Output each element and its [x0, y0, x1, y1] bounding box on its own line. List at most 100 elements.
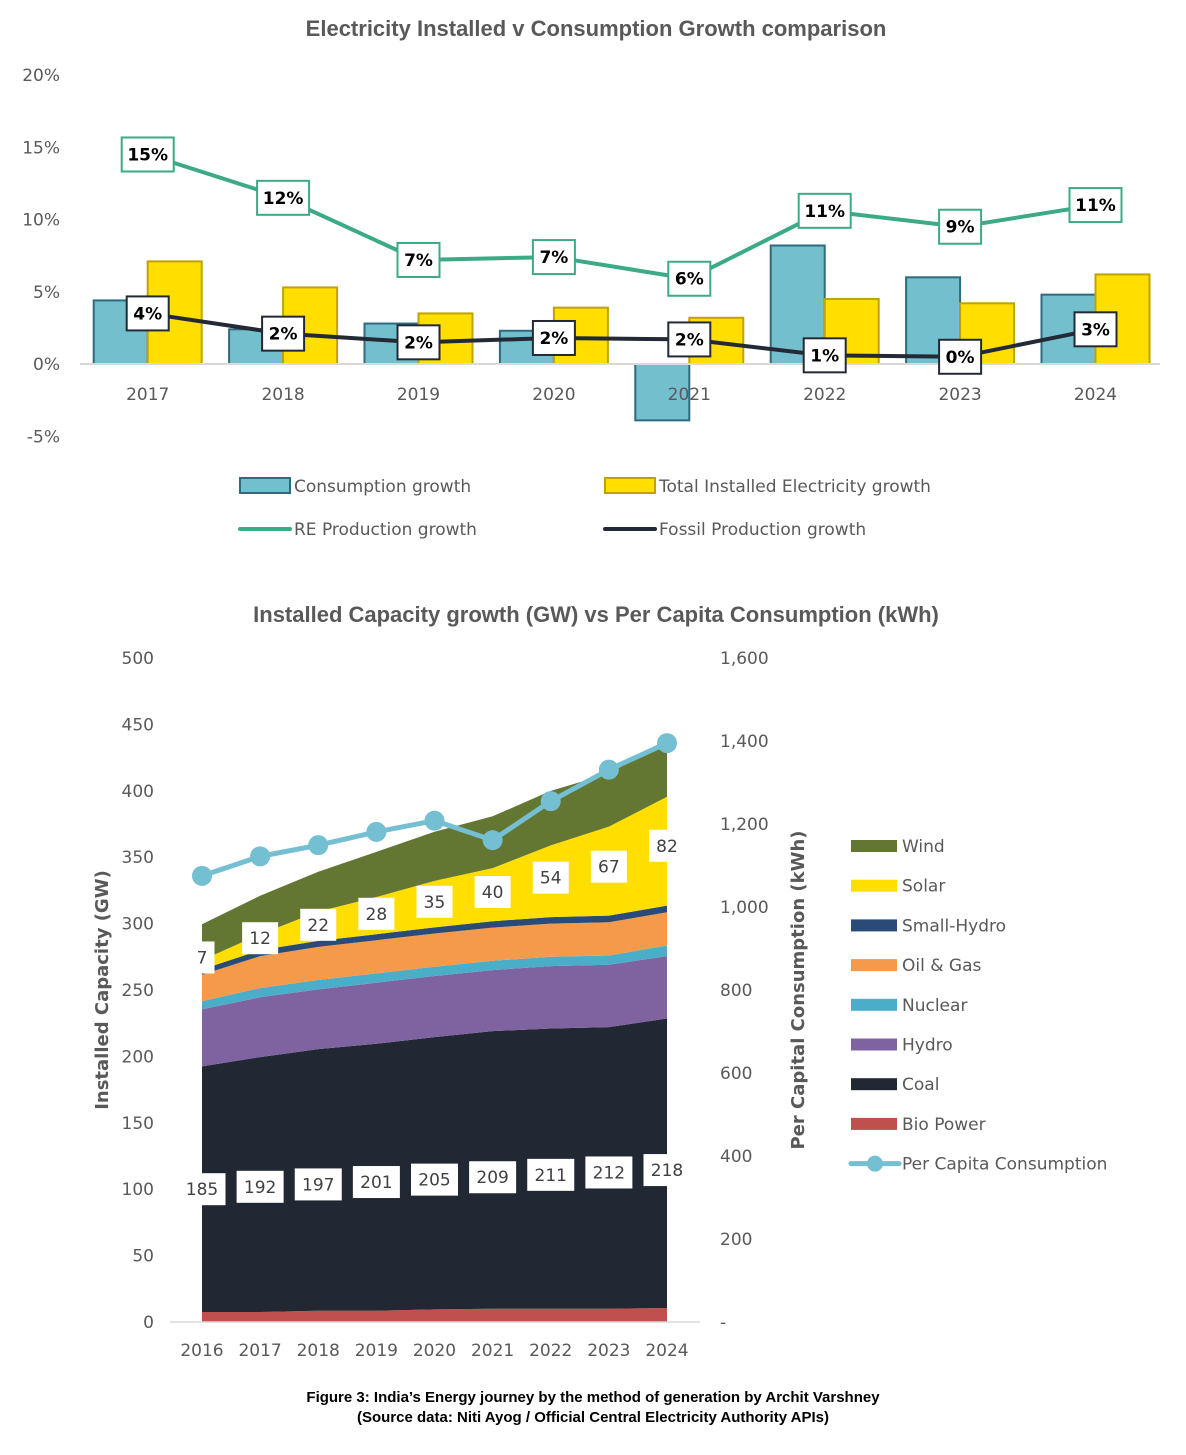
data-label-box	[649, 829, 685, 862]
legend-item-bio-power[interactable]: Bio Power	[851, 1115, 986, 1135]
y-tick-label: 5%	[33, 283, 60, 303]
data-label-box	[236, 1170, 284, 1203]
legend-label: RE Production growth	[294, 520, 477, 540]
data-label-re-production-growth: 6%	[675, 270, 704, 290]
data-label-solar: 22	[307, 916, 329, 936]
legend-label: Coal	[902, 1075, 939, 1095]
x-tick-label: 2018	[261, 385, 304, 405]
x-tick-label: 2023	[938, 385, 981, 405]
per-capita-point	[540, 791, 561, 812]
legend-swatch	[851, 998, 897, 1011]
x-tick-label: 2021	[668, 385, 711, 405]
area-oil-gas	[202, 912, 667, 1002]
y2-tick-label: 600	[720, 1064, 752, 1084]
y2-tick-label: 1,200	[720, 815, 769, 835]
legend-item-fossil-production-growth[interactable]: Fossil Production growth	[603, 520, 866, 540]
legend-item-per-capita-consumption[interactable]: Per Capita Consumption	[848, 1155, 1107, 1175]
per-capita-point	[598, 759, 619, 780]
data-label-box	[294, 1168, 342, 1201]
x-tick-label: 2023	[587, 1341, 630, 1361]
data-label-fossil-production-growth: 4%	[133, 304, 162, 324]
area-hydro	[202, 956, 667, 1067]
y-tick-label: 15%	[22, 138, 60, 158]
legend-swatch	[851, 1078, 897, 1091]
data-label-solar: 12	[249, 929, 271, 949]
y2-tick-label: 800	[720, 981, 752, 1001]
data-label-box	[300, 908, 337, 941]
data-label-fossil-production-growth: 1%	[810, 346, 839, 366]
data-label-fossil-production-growth: 2%	[675, 330, 704, 350]
data-label-fossil-production-growth: 2%	[404, 333, 433, 353]
per-capita-point	[424, 810, 445, 831]
y-tick-label: 250	[122, 981, 154, 1001]
data-label-coal: 211	[535, 1166, 567, 1186]
data-label-re-production-growth: 11%	[804, 202, 845, 222]
data-label-box	[120, 136, 175, 173]
x-tick-label: 2020	[532, 385, 575, 405]
data-label-box	[667, 260, 712, 297]
data-label-box	[590, 850, 627, 883]
legend-label: Wind	[902, 837, 945, 857]
capacity-vs-consumption-chart: Installed Capacity growth (GW) vs Per Ca…	[92, 602, 1107, 1361]
data-label-box	[474, 875, 511, 908]
x-tick-label: 2019	[397, 385, 440, 405]
y-tick-label: 0	[143, 1313, 154, 1333]
x-tick-label: 2024	[645, 1341, 688, 1361]
legend-item-small-hydro[interactable]: Small-Hydro	[851, 916, 1006, 936]
data-label-coal: 197	[302, 1175, 334, 1195]
data-label-solar: 40	[482, 883, 504, 903]
data-label-box	[1068, 187, 1123, 224]
data-label-box	[531, 239, 576, 276]
legend-item-re-production-growth[interactable]: RE Production growth	[238, 520, 477, 540]
y2-tick-label: 200	[720, 1230, 752, 1250]
legend-item-hydro[interactable]: Hydro	[851, 1036, 953, 1056]
data-label-fossil-production-growth: 3%	[1081, 320, 1110, 340]
data-label-re-production-growth: 15%	[127, 145, 168, 165]
data-label-box	[643, 1154, 691, 1187]
data-label-solar: 54	[540, 869, 562, 889]
area-bio-power	[202, 1308, 667, 1322]
per-capita-point	[482, 830, 503, 851]
legend-marker	[867, 1155, 883, 1172]
per-capita-point	[657, 733, 677, 754]
data-label-box	[1073, 311, 1118, 348]
data-label-fossil-production-growth: 0%	[946, 348, 975, 368]
legend-item-total-installed-electricity-growth[interactable]: Total Installed Electricity growth	[604, 477, 931, 497]
legend-swatch	[851, 1117, 897, 1130]
legend-swatch	[851, 879, 897, 892]
legend-item-oil-gas[interactable]: Oil & Gas	[851, 956, 981, 976]
data-label-box	[396, 241, 441, 278]
y2-tick-label: 400	[720, 1147, 752, 1167]
data-label-re-production-growth: 9%	[946, 218, 975, 238]
legend-item-nuclear[interactable]: Nuclear	[851, 996, 967, 1016]
legend-item-consumption-growth[interactable]: Consumption growth	[239, 477, 471, 497]
y-tick-label: 300	[122, 915, 154, 935]
data-label-box	[469, 1161, 517, 1194]
data-label-box	[667, 321, 712, 358]
legend-label: Fossil Production growth	[659, 520, 866, 540]
data-label-box	[585, 1156, 633, 1189]
y2-axis-title: Per Capital Consumption (kWh)	[788, 830, 809, 1149]
data-label-coal: 192	[244, 1178, 276, 1198]
legend-label: Total Installed Electricity growth	[658, 477, 931, 497]
data-label-re-production-growth: 11%	[1075, 196, 1116, 216]
legend-swatch	[851, 959, 897, 972]
legend-label: Consumption growth	[294, 477, 471, 497]
data-label-re-production-growth: 7%	[539, 248, 568, 268]
data-label-re-production-growth: 12%	[263, 189, 304, 209]
y-tick-label: 20%	[22, 66, 60, 86]
y2-tick-label: -	[720, 1313, 726, 1333]
data-label-box	[178, 1173, 226, 1206]
legend-label: Per Capita Consumption	[902, 1155, 1107, 1175]
data-label-solar: 82	[656, 837, 678, 857]
data-label-fossil-production-growth: 2%	[269, 325, 298, 345]
legend-item-solar[interactable]: Solar	[851, 877, 945, 897]
x-tick-label: 2016	[180, 1341, 223, 1361]
data-label-coal: 218	[651, 1161, 683, 1181]
data-label-box	[125, 295, 170, 332]
legend-item-wind[interactable]: Wind	[851, 837, 945, 857]
data-label-box	[938, 338, 983, 375]
chart2-title: Installed Capacity growth (GW) vs Per Ca…	[253, 602, 939, 627]
legend-swatch	[604, 477, 656, 494]
legend-item-coal[interactable]: Coal	[851, 1075, 939, 1095]
